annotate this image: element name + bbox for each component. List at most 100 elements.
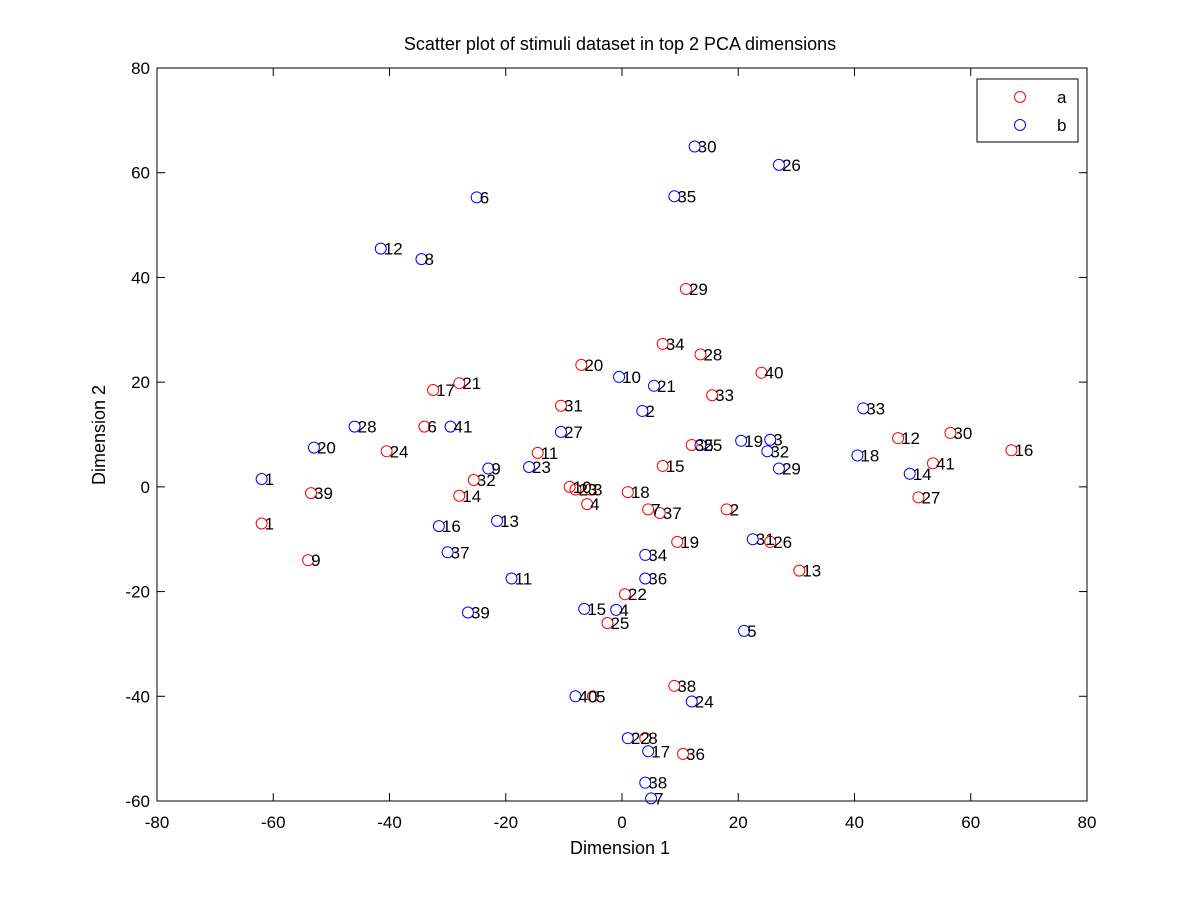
point-label-a-38: 38 xyxy=(677,677,696,696)
point-label-b-26: 26 xyxy=(782,156,801,175)
point-label-a-23: 23 xyxy=(579,480,598,499)
point-label-b-5: 5 xyxy=(747,622,756,641)
point-label-a-16: 16 xyxy=(1014,441,1033,460)
x-tick-label: -20 xyxy=(493,813,518,832)
point-label-a-6: 6 xyxy=(427,418,436,437)
point-label-b-9: 9 xyxy=(491,460,500,479)
point-b-21 xyxy=(647,379,660,392)
point-label-b-8: 8 xyxy=(424,250,433,269)
point-label-a-32: 32 xyxy=(477,471,496,490)
point-label-b-34: 34 xyxy=(648,546,667,565)
y-tick-label: -40 xyxy=(125,687,150,706)
point-a-40 xyxy=(755,366,768,379)
point-a-5 xyxy=(586,690,599,703)
point-a-37 xyxy=(653,507,666,520)
point-a-25 xyxy=(601,616,614,629)
point-label-a-10: 10 xyxy=(573,478,592,497)
point-label-a-33: 33 xyxy=(715,386,734,405)
point-label-a-18: 18 xyxy=(631,483,650,502)
y-tick-label: 80 xyxy=(131,59,150,78)
point-label-b-25: 25 xyxy=(703,436,722,455)
axis-tick-labels: -80 -60 -40 -20 0 20 40 60 80 -60 -40 -20 0 20 40 60 80 xyxy=(125,59,1096,832)
point-b-28 xyxy=(348,420,361,433)
point-label-b-41: 41 xyxy=(454,418,473,437)
point-label-b-13: 13 xyxy=(500,512,519,531)
point-b-17 xyxy=(642,745,655,758)
point-b-1 xyxy=(255,473,268,486)
point-b-30 xyxy=(688,140,701,153)
point-a-11 xyxy=(531,446,544,459)
point-label-b-15: 15 xyxy=(587,600,606,619)
point-a-1 xyxy=(255,517,268,530)
point-label-a-24: 24 xyxy=(390,442,409,461)
point-label-b-1: 1 xyxy=(265,470,274,489)
point-b-35 xyxy=(668,190,681,203)
point-label-a-35: 35 xyxy=(695,436,714,455)
point-label-b-30: 30 xyxy=(698,138,717,157)
x-tick-label: 80 xyxy=(1078,813,1097,832)
point-label-b-35: 35 xyxy=(677,187,696,206)
point-label-a-29: 29 xyxy=(689,280,708,299)
x-axis-title: Dimension 1 xyxy=(570,838,670,858)
point-label-b-22: 22 xyxy=(631,729,650,748)
point-b-27 xyxy=(554,425,567,438)
point-label-b-12: 12 xyxy=(384,240,403,259)
point-label-a-12: 12 xyxy=(901,429,920,448)
point-b-8 xyxy=(415,253,428,266)
point-label-a-9: 9 xyxy=(311,551,320,570)
y-axis-title: Dimension 2 xyxy=(89,385,109,485)
point-a-31 xyxy=(554,399,567,412)
point-label-b-29: 29 xyxy=(782,460,801,479)
point-a-21 xyxy=(453,377,466,390)
point-b-15 xyxy=(578,602,591,615)
point-label-b-37: 37 xyxy=(451,543,470,562)
point-label-a-20: 20 xyxy=(584,356,603,375)
point-b-25 xyxy=(694,438,707,451)
x-tick-label: 0 xyxy=(617,813,626,832)
point-b-34 xyxy=(639,548,652,561)
point-label-a-41: 41 xyxy=(936,454,955,473)
point-label-b-4: 4 xyxy=(619,601,628,620)
point-a-29 xyxy=(679,282,692,295)
point-b-36 xyxy=(639,572,652,585)
point-b-5 xyxy=(738,624,751,637)
point-b-18 xyxy=(851,449,864,462)
legend-marker-a xyxy=(1014,91,1026,103)
y-tick-label: -60 xyxy=(125,792,150,811)
point-label-a-36: 36 xyxy=(686,745,705,764)
point-a-32 xyxy=(467,474,480,487)
point-label-a-14: 14 xyxy=(462,487,481,506)
y-tick-label: 60 xyxy=(131,164,150,183)
point-b-32 xyxy=(761,445,774,458)
point-label-b-24: 24 xyxy=(695,693,714,712)
x-tick-label: 60 xyxy=(961,813,980,832)
x-tick-label: -80 xyxy=(145,813,170,832)
point-b-10 xyxy=(613,370,626,383)
point-label-a-26: 26 xyxy=(773,533,792,552)
point-label-b-18: 18 xyxy=(860,446,879,465)
point-b-24 xyxy=(685,695,698,708)
point-a-8 xyxy=(639,732,652,745)
point-label-b-33: 33 xyxy=(866,399,885,418)
point-label-a-21: 21 xyxy=(462,374,481,393)
point-b-16 xyxy=(432,520,445,533)
point-label-b-36: 36 xyxy=(648,569,667,588)
point-a-12 xyxy=(892,432,905,445)
point-b-41 xyxy=(444,420,457,433)
point-label-a-40: 40 xyxy=(765,364,784,383)
point-a-15 xyxy=(656,459,669,472)
point-a-2 xyxy=(720,503,733,516)
point-a-3 xyxy=(584,483,597,496)
point-a-30 xyxy=(944,426,957,439)
point-label-a-19: 19 xyxy=(680,533,699,552)
point-label-b-10: 10 xyxy=(622,368,641,387)
point-label-a-2: 2 xyxy=(730,500,739,519)
point-label-b-7: 7 xyxy=(654,789,663,808)
point-a-19 xyxy=(671,535,684,548)
y-tick-label: 0 xyxy=(141,478,150,497)
point-label-b-19: 19 xyxy=(744,432,763,451)
legend-box xyxy=(976,78,1079,143)
point-b-4 xyxy=(610,603,623,616)
point-label-a-39: 39 xyxy=(314,484,333,503)
